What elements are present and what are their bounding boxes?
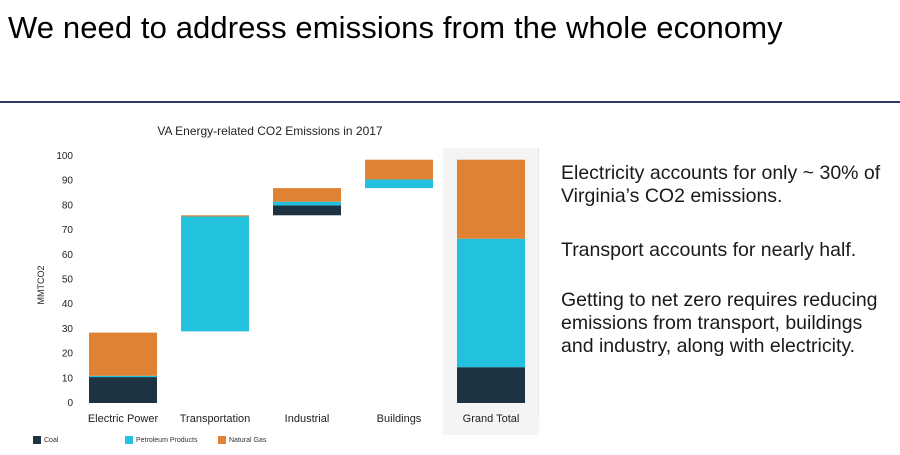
y-tick-label: 90 [62,176,74,187]
bar-segment-natural-gas [181,215,249,217]
y-tick-label: 60 [62,250,74,261]
bar-segment-petroleum-products [365,179,433,189]
commentary-panel: Electricity accounts for only ~ 30% of V… [538,148,900,416]
category-label: Grand Total [463,413,520,425]
y-tick-label: 40 [62,299,74,310]
bar-segment-natural-gas [89,332,157,376]
slide-title: We need to address emissions from the wh… [8,10,783,45]
commentary-transport: Transport accounts for nearly half. [561,239,857,261]
y-tick-label: 80 [62,200,74,211]
title-divider [0,101,900,103]
y-axis-ticks: 0 10 20 30 40 50 60 70 80 90 100 [56,151,73,409]
legend-label-coal: Coal [44,436,59,444]
bar-segment-petroleum-products [273,201,341,206]
bar-segment-petroleum-products [181,216,249,332]
bar-segment-coal [89,377,157,403]
bars [89,159,525,403]
commentary-electricity: Electricity accounts for only ~ 30% of V… [561,162,881,207]
chart-area: VA Energy-related CO2 Emissions in 2017 … [0,110,540,455]
bar-segment-petroleum-products [89,375,157,378]
emissions-chart: VA Energy-related CO2 Emissions in 2017 … [36,124,539,435]
chart-legend: Coal Petroleum Products Natural Gas [0,436,540,450]
y-tick-label: 0 [67,398,73,409]
bar-segment-coal [273,205,341,216]
legend-label-petroleum: Petroleum Products [136,436,198,444]
category-label: Electric Power [88,413,159,425]
y-tick-label: 20 [62,349,74,360]
category-label: Buildings [377,413,422,425]
bar-segment-coal [457,367,525,403]
legend-swatch-petroleum [125,436,133,444]
category-label: Industrial [285,413,330,425]
commentary-net-zero: Getting to net zero requires reducing em… [561,289,878,357]
bar-segment-petroleum-products [457,238,525,368]
y-tick-label: 30 [62,324,74,335]
chart-title: VA Energy-related CO2 Emissions in 2017 [157,124,383,138]
y-tick-label: 50 [62,275,74,286]
legend-item-natural-gas: Natural Gas [218,436,266,444]
legend-label-natural-gas: Natural Gas [229,436,267,444]
bar-segment-natural-gas [365,159,433,180]
legend-swatch-natural-gas [218,436,226,444]
y-tick-label: 10 [62,373,74,384]
y-tick-label: 100 [56,151,73,162]
bar-segment-natural-gas [273,188,341,202]
legend-swatch-coal [33,436,41,444]
legend-item-coal: Coal [33,436,58,444]
category-label: Transportation [180,413,251,425]
bar-segment-natural-gas [457,159,525,239]
y-tick-label: 70 [62,225,74,236]
legend-item-petroleum: Petroleum Products [125,436,197,444]
category-labels: Electric Power Transportation Industrial Bu… [88,413,519,425]
y-axis-label: MMTCO2 [36,266,46,305]
